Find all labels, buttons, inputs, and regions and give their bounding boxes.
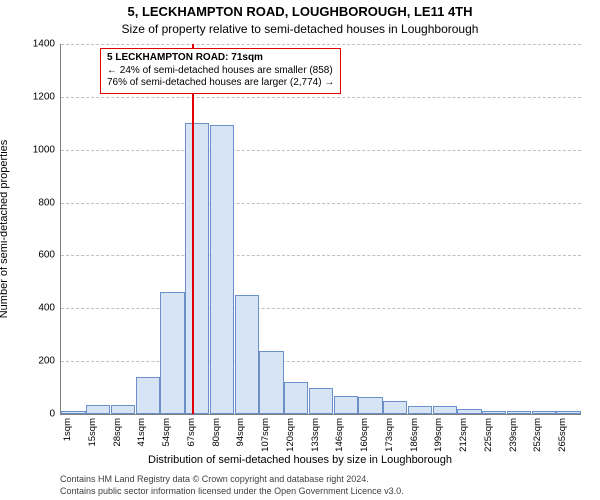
histogram-bar	[160, 292, 184, 414]
histogram-bar	[185, 123, 209, 414]
annotation-line3: 76% of semi-detached houses are larger (…	[107, 77, 334, 90]
footer-line2: Contains public sector information licen…	[60, 486, 580, 496]
x-tick-label: 199sqm	[433, 418, 444, 458]
x-tick-label: 239sqm	[508, 418, 519, 458]
y-tick-label: 400	[20, 303, 55, 314]
footer-line1: Contains HM Land Registry data © Crown c…	[60, 474, 580, 484]
x-tick-label: 67sqm	[186, 418, 197, 458]
x-tick-label: 225sqm	[483, 418, 494, 458]
histogram-bar	[507, 411, 531, 414]
histogram-bar	[86, 405, 110, 414]
histogram-bar	[111, 405, 135, 414]
y-axis-label: Number of semi-detached properties	[0, 140, 10, 319]
histogram-bar	[433, 406, 457, 414]
plot-area	[60, 44, 581, 415]
histogram-bar	[61, 411, 85, 414]
x-tick-label: 252sqm	[532, 418, 543, 458]
x-tick-label: 107sqm	[260, 418, 271, 458]
x-tick-label: 146sqm	[334, 418, 345, 458]
x-tick-label: 41sqm	[136, 418, 147, 458]
x-tick-label: 94sqm	[235, 418, 246, 458]
marker-line	[192, 44, 194, 414]
histogram-bar	[235, 295, 259, 414]
histogram-bar	[284, 382, 308, 414]
x-tick-label: 15sqm	[87, 418, 98, 458]
x-tick-label: 212sqm	[458, 418, 469, 458]
y-tick-label: 1200	[20, 91, 55, 102]
x-tick-label: 80sqm	[211, 418, 222, 458]
property-size-chart: 5, LECKHAMPTON ROAD, LOUGHBOROUGH, LE11 …	[0, 0, 600, 500]
histogram-bar	[556, 411, 580, 414]
x-tick-label: 173sqm	[384, 418, 395, 458]
histogram-bar	[210, 125, 234, 414]
y-tick-label: 600	[20, 250, 55, 261]
x-tick-label: 28sqm	[112, 418, 123, 458]
histogram-bar	[532, 411, 556, 414]
x-axis-label: Distribution of semi-detached houses by …	[0, 454, 600, 466]
histogram-bar	[383, 401, 407, 414]
histogram-bar	[136, 377, 160, 414]
y-tick-label: 800	[20, 197, 55, 208]
annotation-line2: ← 24% of semi-detached houses are smalle…	[107, 65, 334, 78]
histogram-bars	[61, 44, 581, 414]
histogram-bar	[259, 351, 283, 414]
chart-title-sub: Size of property relative to semi-detach…	[0, 22, 600, 36]
histogram-bar	[482, 411, 506, 414]
x-tick-label: 186sqm	[409, 418, 420, 458]
x-tick-label: 1sqm	[62, 418, 73, 458]
histogram-bar	[408, 406, 432, 414]
x-tick-label: 54sqm	[161, 418, 172, 458]
histogram-bar	[334, 396, 358, 415]
histogram-bar	[309, 388, 333, 414]
y-tick-label: 1000	[20, 144, 55, 155]
x-tick-label: 265sqm	[557, 418, 568, 458]
chart-title-main: 5, LECKHAMPTON ROAD, LOUGHBOROUGH, LE11 …	[0, 4, 600, 19]
y-tick-label: 1400	[20, 39, 55, 50]
histogram-bar	[457, 409, 481, 414]
annotation-line1: 5 LECKHAMPTON ROAD: 71sqm	[107, 52, 334, 65]
x-tick-label: 160sqm	[359, 418, 370, 458]
histogram-bar	[358, 397, 382, 414]
annotation-box: 5 LECKHAMPTON ROAD: 71sqm ← 24% of semi-…	[100, 48, 341, 94]
x-tick-label: 120sqm	[285, 418, 296, 458]
y-tick-label: 200	[20, 356, 55, 367]
y-tick-label: 0	[20, 409, 55, 420]
x-tick-label: 133sqm	[310, 418, 321, 458]
